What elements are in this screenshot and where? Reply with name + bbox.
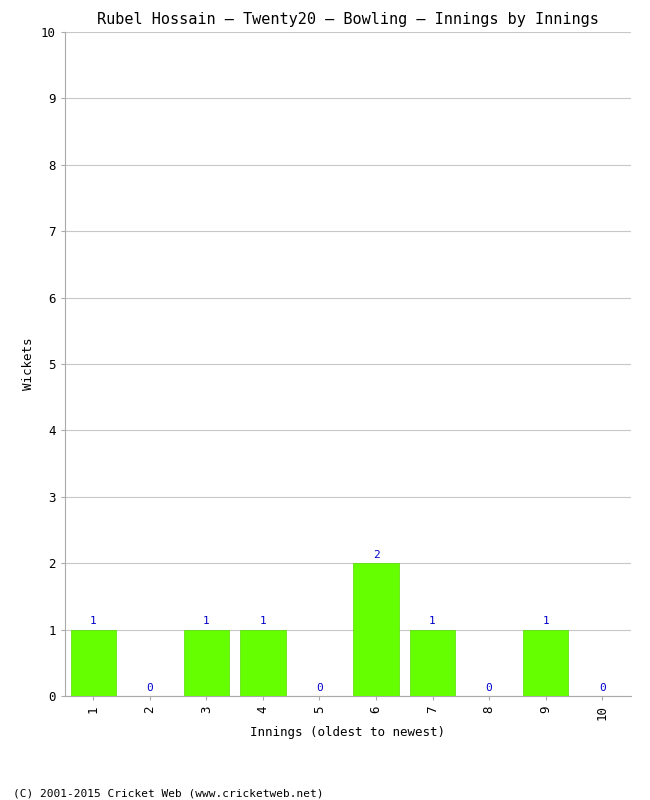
Text: 1: 1 xyxy=(203,616,210,626)
Bar xyxy=(240,630,285,696)
Bar xyxy=(354,563,398,696)
Text: 0: 0 xyxy=(486,682,493,693)
Text: 0: 0 xyxy=(599,682,606,693)
Text: 1: 1 xyxy=(542,616,549,626)
Bar xyxy=(523,630,568,696)
Y-axis label: Wickets: Wickets xyxy=(22,338,35,390)
Text: (C) 2001-2015 Cricket Web (www.cricketweb.net): (C) 2001-2015 Cricket Web (www.cricketwe… xyxy=(13,788,324,798)
Text: 0: 0 xyxy=(146,682,153,693)
Title: Rubel Hossain – Twenty20 – Bowling – Innings by Innings: Rubel Hossain – Twenty20 – Bowling – Inn… xyxy=(97,12,599,26)
Text: 1: 1 xyxy=(90,616,97,626)
X-axis label: Innings (oldest to newest): Innings (oldest to newest) xyxy=(250,726,445,738)
Bar xyxy=(184,630,229,696)
Bar xyxy=(410,630,455,696)
Text: 2: 2 xyxy=(372,550,380,560)
Text: 0: 0 xyxy=(316,682,323,693)
Bar xyxy=(71,630,116,696)
Text: 1: 1 xyxy=(429,616,436,626)
Text: 1: 1 xyxy=(259,616,266,626)
